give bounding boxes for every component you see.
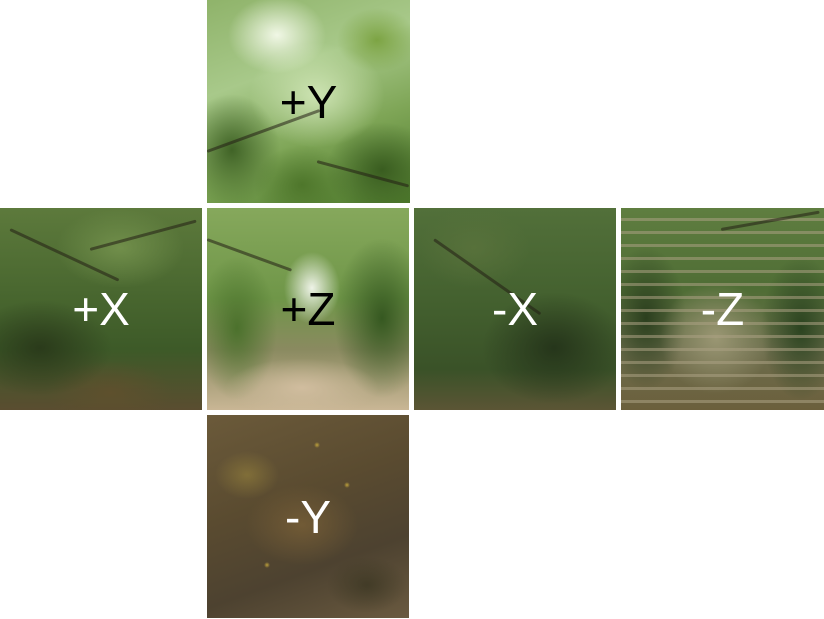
face-label-positive-z: +Z bbox=[280, 283, 336, 335]
face-label-positive-x: +X bbox=[72, 283, 130, 335]
cube-face-negative-x: -X bbox=[414, 208, 616, 410]
cube-face-positive-z: +Z bbox=[207, 208, 409, 410]
cube-face-negative-z: -Z bbox=[621, 208, 824, 410]
branch-decoration bbox=[89, 219, 197, 251]
branch-decoration bbox=[207, 238, 293, 272]
face-label-positive-y: +Y bbox=[279, 75, 338, 128]
cube-face-positive-x: +X bbox=[0, 208, 202, 410]
cube-face-positive-y: +Y bbox=[207, 0, 410, 203]
branch-decoration bbox=[720, 210, 820, 231]
face-label-negative-x: -X bbox=[492, 283, 538, 335]
face-label-negative-y: -Y bbox=[285, 490, 331, 543]
face-label-negative-z: -Z bbox=[700, 283, 745, 335]
branch-decoration bbox=[316, 160, 410, 188]
branch-decoration bbox=[9, 228, 120, 282]
cube-face-negative-y: -Y bbox=[207, 415, 409, 618]
